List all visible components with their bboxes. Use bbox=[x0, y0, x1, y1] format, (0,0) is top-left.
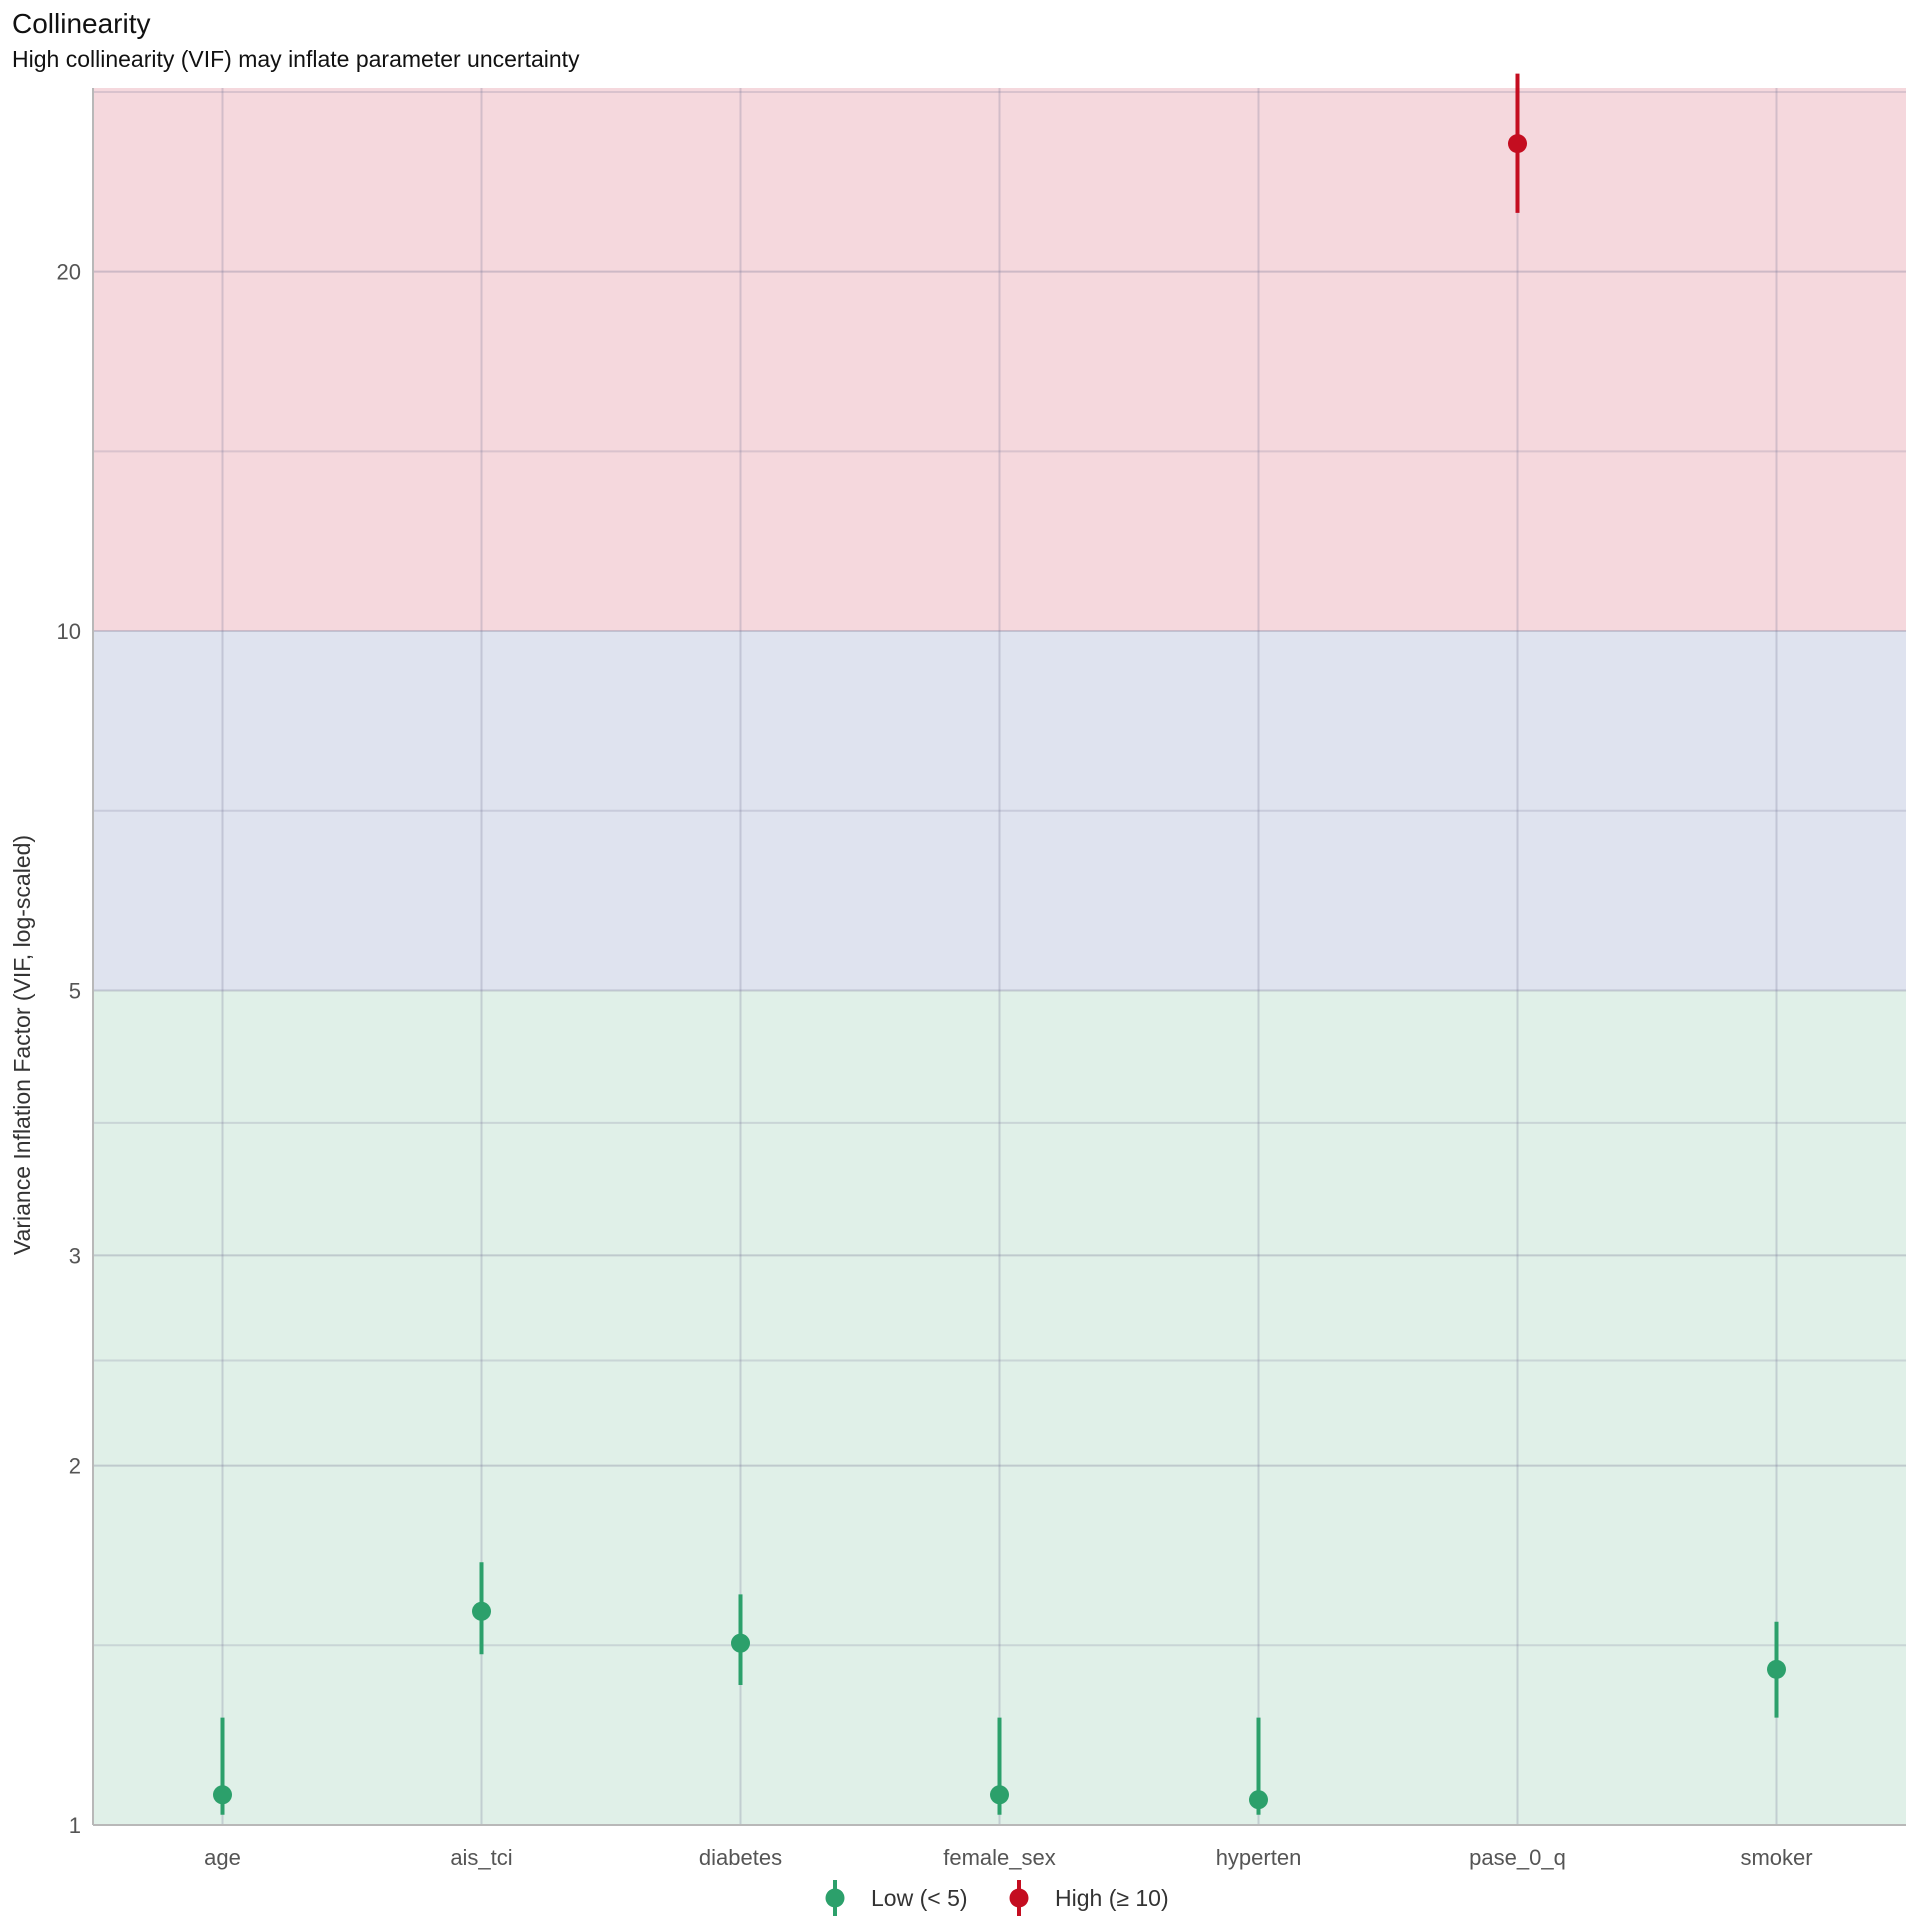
data-point bbox=[990, 1785, 1009, 1805]
chart-subtitle: High collinearity (VIF) may inflate para… bbox=[12, 46, 580, 72]
legend-label: Low (< 5) bbox=[871, 1885, 968, 1911]
data-point bbox=[213, 1785, 232, 1805]
data-marks bbox=[213, 73, 1786, 1815]
data-point bbox=[1767, 1659, 1786, 1679]
x-tick-label: ais_tci bbox=[450, 1845, 512, 1870]
data-point bbox=[472, 1601, 491, 1621]
data-point bbox=[1508, 134, 1527, 154]
chart-title: Collinearity bbox=[12, 8, 151, 39]
band-1 bbox=[93, 631, 1906, 991]
x-tick-label: female_sex bbox=[943, 1845, 1056, 1870]
legend-label: High (≥ 10) bbox=[1055, 1885, 1169, 1911]
x-tick-label: smoker bbox=[1740, 1845, 1812, 1870]
legend-key-point bbox=[1009, 1888, 1029, 1908]
y-tick-label: 3 bbox=[69, 1243, 81, 1268]
x-tick-label: age bbox=[204, 1845, 241, 1870]
x-tick-label: hyperten bbox=[1216, 1845, 1302, 1870]
y-tick-label: 2 bbox=[69, 1454, 81, 1479]
axes: 1 2 3 5 10 20 age ais_tci diabetes female_sex hype… bbox=[57, 88, 1906, 1870]
y-tick-label: 20 bbox=[57, 260, 81, 285]
y-tick-label: 10 bbox=[57, 619, 81, 644]
x-tick-label: diabetes bbox=[699, 1845, 782, 1870]
legend: Low (< 5) High (≥ 10) bbox=[825, 1880, 1169, 1916]
y-tick-label: 1 bbox=[69, 1813, 81, 1838]
x-tick-label: pase_0_q bbox=[1469, 1845, 1566, 1870]
band-0 bbox=[93, 990, 1906, 1825]
y-tick-label: 5 bbox=[69, 978, 81, 1003]
data-point bbox=[731, 1633, 750, 1653]
background-bands bbox=[93, 88, 1906, 1825]
legend-key-point bbox=[825, 1888, 845, 1908]
band-2 bbox=[93, 88, 1906, 632]
y-axis-title: Variance Inflation Factor (VIF, log-scal… bbox=[9, 835, 35, 1255]
data-point bbox=[1249, 1790, 1268, 1810]
grid-lines bbox=[93, 88, 1906, 1826]
